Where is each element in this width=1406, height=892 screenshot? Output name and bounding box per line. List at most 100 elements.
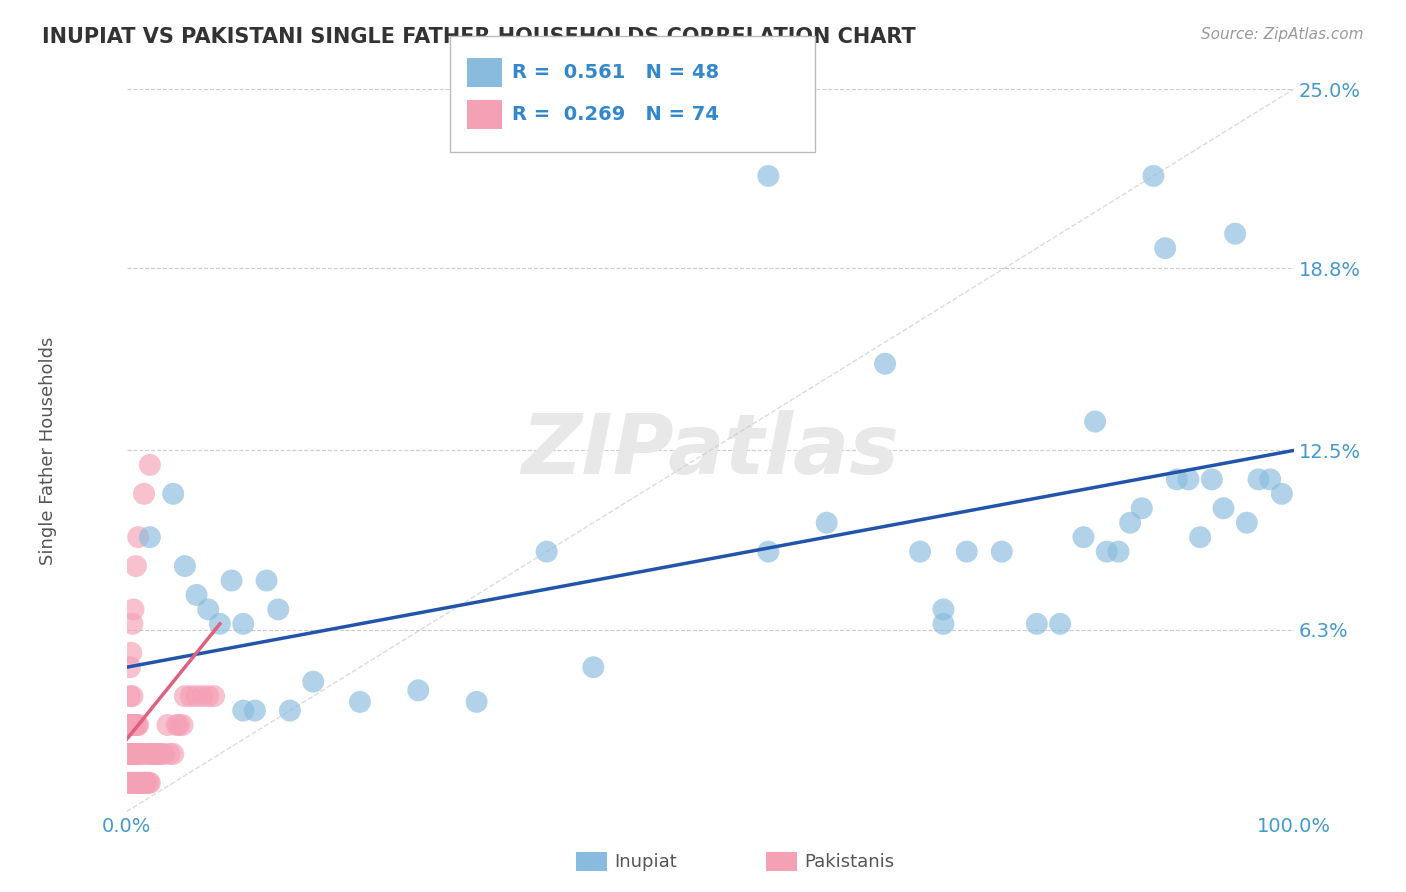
- Point: [174, 559, 197, 574]
- Point: [131, 776, 153, 790]
- Point: [139, 776, 162, 790]
- Point: [128, 776, 150, 790]
- Point: [121, 689, 143, 703]
- Point: [159, 747, 181, 761]
- Point: [202, 689, 225, 703]
- Point: [908, 544, 931, 558]
- Point: [465, 695, 488, 709]
- Point: [221, 574, 243, 588]
- Point: [125, 559, 148, 574]
- Point: [197, 689, 219, 703]
- Point: [1108, 544, 1130, 558]
- Point: [118, 689, 141, 703]
- Point: [124, 776, 146, 790]
- Point: [232, 616, 254, 631]
- Point: [120, 646, 142, 660]
- Point: [1201, 472, 1223, 486]
- Point: [1189, 530, 1212, 544]
- Point: [1247, 472, 1270, 486]
- Point: [129, 776, 152, 790]
- Text: INUPIAT VS PAKISTANI SINGLE FATHER HOUSEHOLDS CORRELATION CHART: INUPIAT VS PAKISTANI SINGLE FATHER HOUSE…: [42, 27, 915, 46]
- Point: [122, 718, 145, 732]
- Point: [932, 602, 955, 616]
- Point: [136, 747, 159, 761]
- Point: [256, 574, 278, 588]
- Point: [756, 544, 779, 558]
- Point: [1212, 501, 1234, 516]
- Point: [122, 747, 145, 761]
- Point: [156, 718, 179, 732]
- Point: [124, 747, 146, 761]
- Point: [124, 718, 146, 732]
- Point: [125, 747, 148, 761]
- Point: [135, 776, 157, 790]
- Point: [118, 747, 141, 761]
- Point: [166, 718, 188, 732]
- Point: [132, 487, 155, 501]
- Point: [134, 776, 156, 790]
- Point: [139, 530, 162, 544]
- Point: [1130, 501, 1153, 516]
- Point: [408, 683, 430, 698]
- Point: [118, 660, 141, 674]
- Point: [756, 169, 779, 183]
- Point: [1271, 487, 1294, 501]
- Point: [120, 747, 142, 761]
- Point: [132, 776, 155, 790]
- Point: [127, 530, 149, 544]
- Point: [191, 689, 214, 703]
- Point: [118, 718, 141, 732]
- Point: [125, 718, 148, 732]
- Point: [146, 747, 169, 761]
- Point: [127, 776, 149, 790]
- Point: [153, 747, 176, 761]
- Point: [186, 689, 208, 703]
- Point: [125, 776, 148, 790]
- Point: [162, 747, 184, 761]
- Point: [1258, 472, 1281, 486]
- Point: [162, 487, 184, 501]
- Point: [267, 602, 290, 616]
- Point: [117, 776, 139, 790]
- Point: [120, 776, 142, 790]
- Point: [139, 747, 162, 761]
- Point: [1236, 516, 1258, 530]
- Point: [122, 602, 145, 616]
- Point: [1049, 616, 1071, 631]
- Point: [1025, 616, 1047, 631]
- Y-axis label: Single Father Households: Single Father Households: [39, 336, 58, 565]
- Point: [117, 747, 139, 761]
- Point: [208, 616, 231, 631]
- Point: [132, 776, 155, 790]
- Point: [118, 747, 141, 761]
- Point: [142, 747, 165, 761]
- Point: [875, 357, 897, 371]
- Point: [174, 689, 197, 703]
- Point: [145, 747, 167, 761]
- Point: [1084, 415, 1107, 429]
- Point: [117, 718, 139, 732]
- Point: [121, 616, 143, 631]
- Point: [1177, 472, 1199, 486]
- Text: R =  0.561   N = 48: R = 0.561 N = 48: [512, 63, 718, 82]
- Point: [1166, 472, 1188, 486]
- Point: [1142, 169, 1164, 183]
- Point: [932, 616, 955, 631]
- Point: [536, 544, 558, 558]
- Point: [956, 544, 979, 558]
- Point: [1223, 227, 1246, 241]
- Text: ZIPatlas: ZIPatlas: [522, 410, 898, 491]
- Point: [232, 704, 254, 718]
- Point: [302, 674, 325, 689]
- Point: [125, 718, 148, 732]
- Point: [582, 660, 605, 674]
- Point: [1119, 516, 1142, 530]
- Point: [120, 718, 142, 732]
- Point: [243, 704, 266, 718]
- Point: [125, 776, 148, 790]
- Point: [815, 516, 838, 530]
- Point: [1095, 544, 1118, 558]
- Point: [186, 588, 208, 602]
- Point: [131, 747, 153, 761]
- Point: [138, 776, 160, 790]
